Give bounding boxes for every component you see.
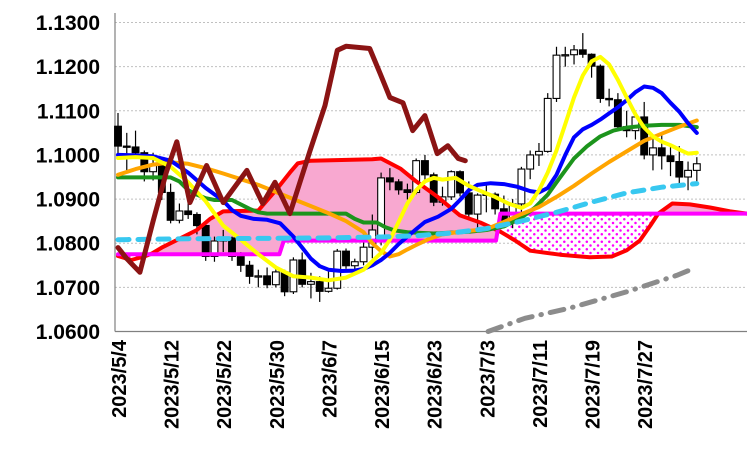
ichimoku-cloud (118, 158, 747, 260)
y-tick-label: 1.0900 (36, 189, 100, 212)
candle (675, 146, 684, 184)
ma-orange-line (116, 118, 699, 259)
candle (210, 236, 219, 262)
x-tick-label: 2023/7/27 (635, 340, 657, 429)
x-tick-label: 2023/5/4 (109, 339, 131, 418)
candle (535, 143, 543, 166)
ma-blue-line (116, 84, 699, 273)
candle (394, 179, 403, 195)
x-tick-label: 2023/7/3 (477, 340, 499, 418)
axes (114, 13, 747, 333)
x-tick-label: 2023/5/12 (162, 340, 184, 429)
candle (245, 260, 254, 284)
candle (526, 150, 535, 180)
candle (263, 267, 272, 289)
candle (570, 45, 578, 65)
x-tick-label: 2023/5/30 (267, 340, 289, 429)
candle (342, 248, 350, 269)
candle (385, 168, 394, 191)
candle (605, 88, 614, 107)
y-axis-labels: 1.1300 1.1200 1.1100 1.1000 1.0900 1.0800 1.07… (36, 12, 100, 344)
candle (613, 93, 622, 129)
candle (552, 46, 561, 102)
candle (640, 101, 649, 160)
candle (649, 134, 657, 171)
y-tick-label: 1.1300 (36, 12, 100, 35)
candle (420, 154, 429, 184)
trendline-gray-dashdot-line (485, 267, 694, 334)
candle (596, 64, 605, 103)
candle (166, 183, 175, 224)
x-tick-label: 2023/6/23 (425, 340, 447, 429)
candle (114, 112, 122, 155)
senkou-a-red-line (116, 156, 747, 262)
y-tick-label: 1.1100 (37, 100, 100, 123)
candle (482, 183, 491, 213)
candle (131, 130, 140, 158)
x-tick-label: 2023/7/19 (583, 340, 605, 429)
candle (578, 33, 587, 58)
x-tick-label: 2023/7/11 (530, 340, 552, 428)
candle (403, 183, 412, 200)
candle (684, 161, 693, 191)
candle (447, 170, 456, 200)
candle (175, 203, 184, 224)
x-tick-label: 2023/5/22 (214, 340, 236, 429)
candle (561, 46, 570, 67)
candle (666, 146, 675, 177)
candle (622, 110, 631, 138)
candle (228, 236, 236, 261)
y-tick-label: 1.0700 (36, 277, 100, 300)
candle (298, 252, 307, 288)
y-tick-label: 1.0600 (36, 321, 100, 344)
y-tick-label: 1.1000 (36, 144, 100, 167)
candle (254, 269, 263, 288)
ma-yellow-line (116, 54, 699, 283)
x-axis-labels: 2023/5/4 2023/5/12 2023/5/22 2023/5/30 2023/… (109, 339, 657, 429)
candle (271, 267, 280, 288)
baseline-cyan-dashed-line (115, 181, 700, 243)
candle (692, 157, 701, 182)
y-tick-label: 1.0800 (36, 233, 100, 256)
candle (122, 132, 131, 171)
ma-green-line (116, 122, 699, 236)
candle (543, 93, 552, 153)
x-tick-label: 2023/6/7 (319, 340, 341, 418)
lagging-span-maroon-line (115, 43, 468, 275)
x-tick-label: 2023/6/15 (372, 340, 394, 429)
y-tick-label: 1.1200 (36, 56, 100, 79)
